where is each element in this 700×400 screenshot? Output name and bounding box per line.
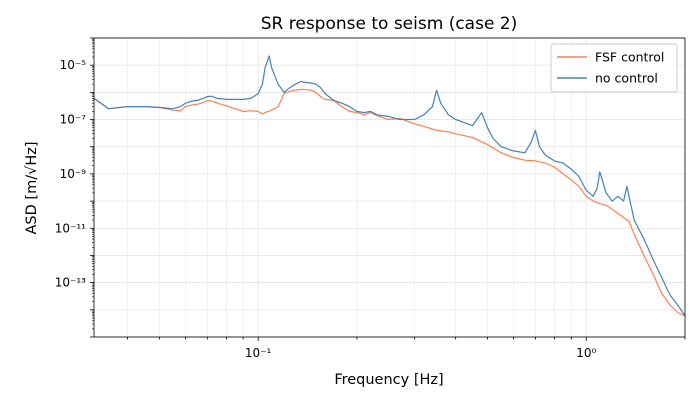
y-tick-label: 10⁻⁹	[60, 167, 87, 181]
legend: FSF control no control	[550, 43, 678, 93]
legend-box	[550, 43, 678, 93]
x-tick-label: 10⁻¹	[245, 346, 272, 360]
y-tick-label: 10⁻¹¹	[55, 221, 86, 235]
y-tick-label: 10⁻¹³	[55, 276, 86, 290]
series-line-fsf-control	[94, 88, 685, 317]
series-line-no-control	[94, 55, 685, 317]
x-axis-label: Frequency [Hz]	[334, 372, 443, 388]
axis-tick-labels: 10⁻¹ 10⁰ 10⁻¹³ 10⁻¹¹ 10⁻⁹ 10⁻⁷ 10⁻⁵	[55, 58, 597, 360]
legend-label: no control	[595, 71, 658, 86]
plot-frame	[93, 37, 686, 338]
y-tick-label: 10⁻⁵	[60, 58, 87, 72]
chart-title: SR response to seism (case 2)	[261, 14, 518, 34]
grid-lines	[94, 37, 686, 338]
y-axis-label: ASD [m/√Hz]	[24, 142, 40, 235]
x-tick-label: 10⁰	[576, 346, 596, 360]
legend-label: FSF control	[595, 50, 664, 65]
series-lines	[94, 55, 685, 317]
y-tick-label: 10⁻⁷	[60, 113, 87, 127]
axis-ticks	[90, 37, 686, 341]
